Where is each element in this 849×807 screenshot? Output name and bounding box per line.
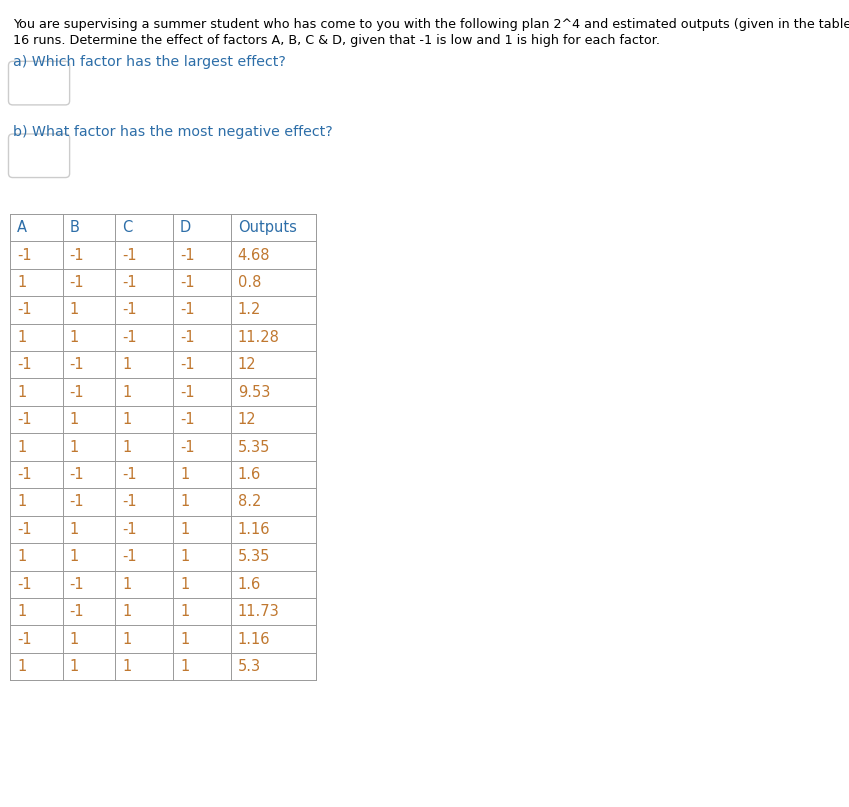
Text: 1: 1: [70, 330, 79, 345]
Text: 1: 1: [180, 495, 189, 509]
Text: 1: 1: [122, 604, 132, 619]
Text: -1: -1: [70, 358, 84, 372]
Text: 1: 1: [180, 632, 189, 646]
Text: D: D: [180, 220, 191, 235]
Text: -1: -1: [122, 550, 137, 564]
Text: -1: -1: [70, 604, 84, 619]
Text: 1: 1: [17, 275, 26, 290]
Text: 1: 1: [122, 577, 132, 592]
FancyBboxPatch shape: [8, 134, 70, 178]
Text: 1: 1: [122, 385, 132, 399]
Text: 1.16: 1.16: [238, 632, 270, 646]
Text: -1: -1: [17, 577, 31, 592]
Text: 1: 1: [180, 522, 189, 537]
Text: -1: -1: [17, 467, 31, 482]
Text: -1: -1: [122, 522, 137, 537]
Text: -1: -1: [180, 248, 194, 262]
Text: -1: -1: [70, 275, 84, 290]
Text: 5.35: 5.35: [238, 550, 270, 564]
Text: -1: -1: [70, 467, 84, 482]
Text: 1: 1: [180, 467, 189, 482]
Text: -1: -1: [180, 385, 194, 399]
Text: -1: -1: [70, 248, 84, 262]
Text: 1.6: 1.6: [238, 577, 261, 592]
Text: 1: 1: [180, 550, 189, 564]
Text: 12: 12: [238, 412, 256, 427]
Text: 1: 1: [70, 632, 79, 646]
Text: -1: -1: [122, 330, 137, 345]
Text: -1: -1: [180, 358, 194, 372]
Text: 1: 1: [17, 604, 26, 619]
Text: -1: -1: [17, 632, 31, 646]
Text: 4.68: 4.68: [238, 248, 270, 262]
Text: -1: -1: [17, 358, 31, 372]
Text: b) What factor has the most negative effect?: b) What factor has the most negative eff…: [13, 125, 333, 139]
Text: -1: -1: [17, 248, 31, 262]
Text: C: C: [122, 220, 132, 235]
Text: 5.3: 5.3: [238, 659, 261, 674]
Text: 1: 1: [17, 440, 26, 454]
Text: -1: -1: [180, 303, 194, 317]
Text: 1: 1: [180, 577, 189, 592]
Text: -1: -1: [122, 275, 137, 290]
Text: 1: 1: [70, 659, 79, 674]
Text: -1: -1: [122, 495, 137, 509]
Text: -1: -1: [180, 275, 194, 290]
Text: 1: 1: [17, 495, 26, 509]
Text: 1.16: 1.16: [238, 522, 270, 537]
Text: You are supervising a summer student who has come to you with the following plan: You are supervising a summer student who…: [13, 18, 849, 31]
Text: 11.73: 11.73: [238, 604, 279, 619]
Text: -1: -1: [180, 412, 194, 427]
Text: 1: 1: [70, 550, 79, 564]
Text: B: B: [70, 220, 80, 235]
Text: 1: 1: [70, 412, 79, 427]
Text: 1: 1: [122, 659, 132, 674]
Text: 12: 12: [238, 358, 256, 372]
Text: a) Which factor has the largest effect?: a) Which factor has the largest effect?: [13, 55, 285, 69]
Text: 1: 1: [122, 412, 132, 427]
Text: 1: 1: [17, 659, 26, 674]
Text: -1: -1: [70, 577, 84, 592]
Text: 1: 1: [180, 604, 189, 619]
Text: 1.2: 1.2: [238, 303, 261, 317]
Text: 9.53: 9.53: [238, 385, 270, 399]
Text: 8.2: 8.2: [238, 495, 261, 509]
Text: 1: 1: [17, 330, 26, 345]
Text: 1.6: 1.6: [238, 467, 261, 482]
Text: 1: 1: [122, 440, 132, 454]
Text: 1: 1: [122, 632, 132, 646]
Text: 1: 1: [70, 303, 79, 317]
Text: 1: 1: [180, 659, 189, 674]
Text: 16 runs. Determine the effect of factors A, B, C & D, given that -1 is low and 1: 16 runs. Determine the effect of factors…: [13, 34, 660, 47]
Text: -1: -1: [122, 248, 137, 262]
Text: Outputs: Outputs: [238, 220, 296, 235]
Text: -1: -1: [122, 303, 137, 317]
Text: 0.8: 0.8: [238, 275, 261, 290]
Text: 1: 1: [70, 522, 79, 537]
Text: A: A: [17, 220, 27, 235]
Text: -1: -1: [17, 303, 31, 317]
Text: 1: 1: [70, 440, 79, 454]
Text: -1: -1: [70, 385, 84, 399]
FancyBboxPatch shape: [8, 61, 70, 105]
Text: 5.35: 5.35: [238, 440, 270, 454]
Text: -1: -1: [122, 467, 137, 482]
Text: 1: 1: [17, 550, 26, 564]
Text: -1: -1: [180, 440, 194, 454]
Text: 1: 1: [17, 385, 26, 399]
Text: 11.28: 11.28: [238, 330, 279, 345]
Text: -1: -1: [180, 330, 194, 345]
Text: 1: 1: [122, 358, 132, 372]
Text: -1: -1: [70, 495, 84, 509]
Text: -1: -1: [17, 522, 31, 537]
Text: -1: -1: [17, 412, 31, 427]
